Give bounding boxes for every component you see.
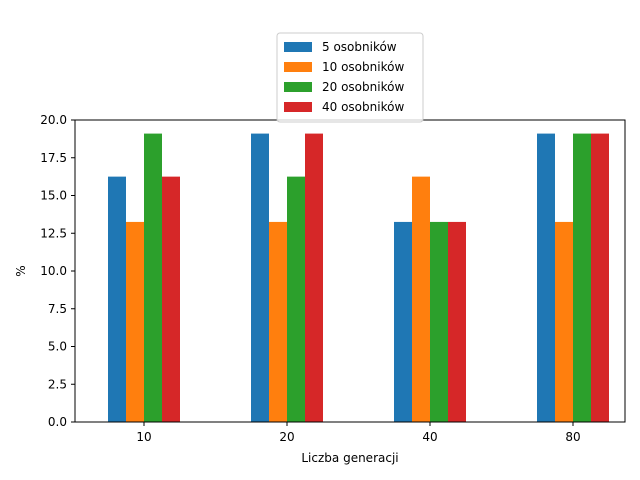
bar-40-series-1	[394, 221, 412, 422]
y-tick-label: 10.0	[40, 264, 67, 278]
y-axis: 0.0 2.5 5.0 7.5 10.0 12.5 15.0 17.5 20.0	[40, 113, 75, 429]
bar-10-series-2	[126, 221, 144, 422]
y-tick-label: 12.5	[40, 226, 67, 240]
bar-20-series-2	[269, 221, 287, 422]
x-tick-label: 20	[279, 430, 294, 444]
bar-80-series-4	[591, 133, 609, 422]
legend-label: 5 osobników	[322, 40, 397, 54]
y-tick-label: 0.0	[48, 415, 67, 429]
x-tick-label: 10	[136, 430, 151, 444]
x-tick-label: 40	[422, 430, 437, 444]
bar-10-series-4	[162, 176, 180, 422]
bar-20-series-4	[305, 133, 323, 422]
y-tick-label: 2.5	[48, 377, 67, 391]
bar-80-series-1	[537, 133, 555, 422]
y-tick-label: 5.0	[48, 340, 67, 354]
y-tick-label: 17.5	[40, 151, 67, 165]
x-axis: 10 20 40 80	[136, 422, 581, 444]
bar-20-series-1	[251, 133, 269, 422]
legend-label: 10 osobników	[322, 60, 404, 74]
bar-40-series-3	[430, 221, 448, 422]
legend-label: 20 osobników	[322, 80, 404, 94]
legend-swatch	[284, 62, 312, 72]
legend-swatch	[284, 42, 312, 52]
bar-40-series-4	[448, 221, 466, 422]
bar-10-series-1	[108, 176, 126, 422]
x-tick-label: 80	[565, 430, 580, 444]
bars-group	[108, 133, 609, 422]
bar-80-series-3	[573, 133, 591, 422]
bar-10-series-3	[144, 133, 162, 422]
legend: 5 osobników 10 osobników 20 osobników 40 os…	[276, 32, 424, 123]
legend-swatch	[284, 102, 312, 112]
x-axis-label: Liczba generacji	[301, 451, 398, 465]
y-tick-label: 20.0	[40, 113, 67, 127]
y-tick-label: 7.5	[48, 302, 67, 316]
y-tick-label: 15.0	[40, 189, 67, 203]
bar-20-series-3	[287, 176, 305, 422]
y-axis-label: %	[14, 265, 28, 276]
legend-box	[276, 32, 424, 123]
bar-80-series-2	[555, 221, 573, 422]
legend-label: 40 osobników	[322, 100, 404, 114]
legend-swatch	[284, 82, 312, 92]
bar-40-series-2	[412, 176, 430, 422]
